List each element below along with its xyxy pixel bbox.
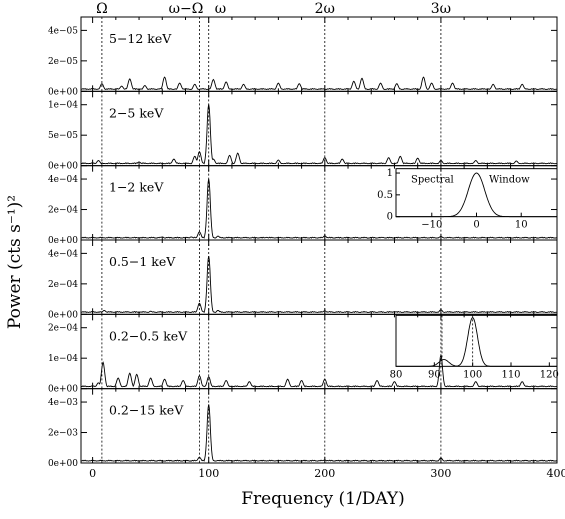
panel-frame [81, 166, 557, 240]
y-tick-label: 2e−04 [48, 206, 78, 216]
inset-x-tick-label: 90 [428, 369, 441, 380]
harmonic-label: ω [215, 1, 226, 17]
y-tick-label: 2e−04 [48, 324, 78, 334]
inset-x-tick-label: −10 [421, 220, 442, 231]
harmonic-label: Ω [96, 1, 108, 17]
inset-title-right: Window [489, 175, 530, 186]
harmonic-label: 3ω [431, 1, 451, 17]
y-tick-label: 0e+00 [48, 385, 78, 395]
inset-x-tick-label: 120 [540, 369, 559, 380]
y-tick-label: 1e−04 [48, 101, 78, 111]
y-tick-label: 4e−04 [48, 249, 78, 259]
energy-band-label: 0.2−15 keV [109, 403, 184, 418]
y-tick-label: 4e−05 [48, 26, 78, 36]
harmonic-label: ω−Ω [169, 1, 204, 17]
energy-band-label: 0.2−0.5 keV [109, 328, 188, 343]
x-tick-label: 200 [314, 467, 335, 480]
inset-y-tick-label: 0.5 [377, 190, 393, 201]
x-tick-label: 100 [198, 467, 219, 480]
x-tick-label: 300 [430, 467, 451, 480]
panel-frame [81, 389, 557, 463]
energy-band-label: 5−12 keV [109, 31, 172, 46]
panel-frame [81, 17, 557, 91]
y-tick-label: 0e+00 [48, 310, 78, 320]
y-tick-label: 0e+00 [48, 459, 78, 469]
y-tick-label: 0e+00 [48, 87, 78, 97]
inset-title-left: Spectral [411, 175, 454, 186]
inset-x-tick-label: 100 [463, 369, 482, 380]
energy-band-label: 1−2 keV [109, 180, 164, 195]
y-tick-label: 2e−03 [48, 429, 78, 439]
energy-band-label: 2−5 keV [109, 105, 164, 120]
panels-group: 0e+00 2e−05 4e−05 5−12 keV 0e+00 5e−05 1e−04 2−… [48, 17, 557, 469]
inset-y-tick-label: 0 [387, 212, 393, 223]
y-tick-label: 4e−03 [48, 398, 78, 408]
inset-curve [396, 318, 557, 367]
panel-frame [81, 240, 557, 314]
x-axis-group: 0 100 200 300 400 [89, 467, 565, 480]
harmonic-label: 2ω [315, 1, 335, 17]
power-spectrum-line [81, 77, 557, 89]
panel-frame [81, 91, 557, 165]
inset-y-tick-label: 1 [387, 168, 393, 179]
inset-x-tick-label: 0 [473, 220, 479, 231]
inset-frame [396, 315, 557, 366]
y-tick-label: 4e−04 [48, 175, 78, 185]
y-tick-label: 0e+00 [48, 162, 78, 172]
x-tick-label: 0 [89, 467, 96, 480]
energy-band-label: 0.5−1 keV [109, 254, 176, 269]
y-tick-label: 5e−05 [48, 131, 78, 141]
y-tick-label: 0e+00 [48, 236, 78, 246]
x-axis-title: Frequency (1/DAY) [241, 489, 405, 509]
power-spectrum-line [81, 355, 557, 387]
panel-frame [81, 314, 557, 388]
x-tick-label: 400 [547, 467, 565, 480]
y-tick-label: 2e−04 [48, 280, 78, 290]
y-tick-label: 1e−04 [48, 354, 78, 364]
inset-x-tick-label: 110 [501, 369, 520, 380]
inset-x-tick-label: 80 [390, 369, 403, 380]
inset-x-tick-label: 10 [515, 220, 528, 231]
y-tick-label: 2e−05 [48, 57, 78, 67]
y-axis-title: Power (cts s⁻¹)² [5, 195, 25, 329]
